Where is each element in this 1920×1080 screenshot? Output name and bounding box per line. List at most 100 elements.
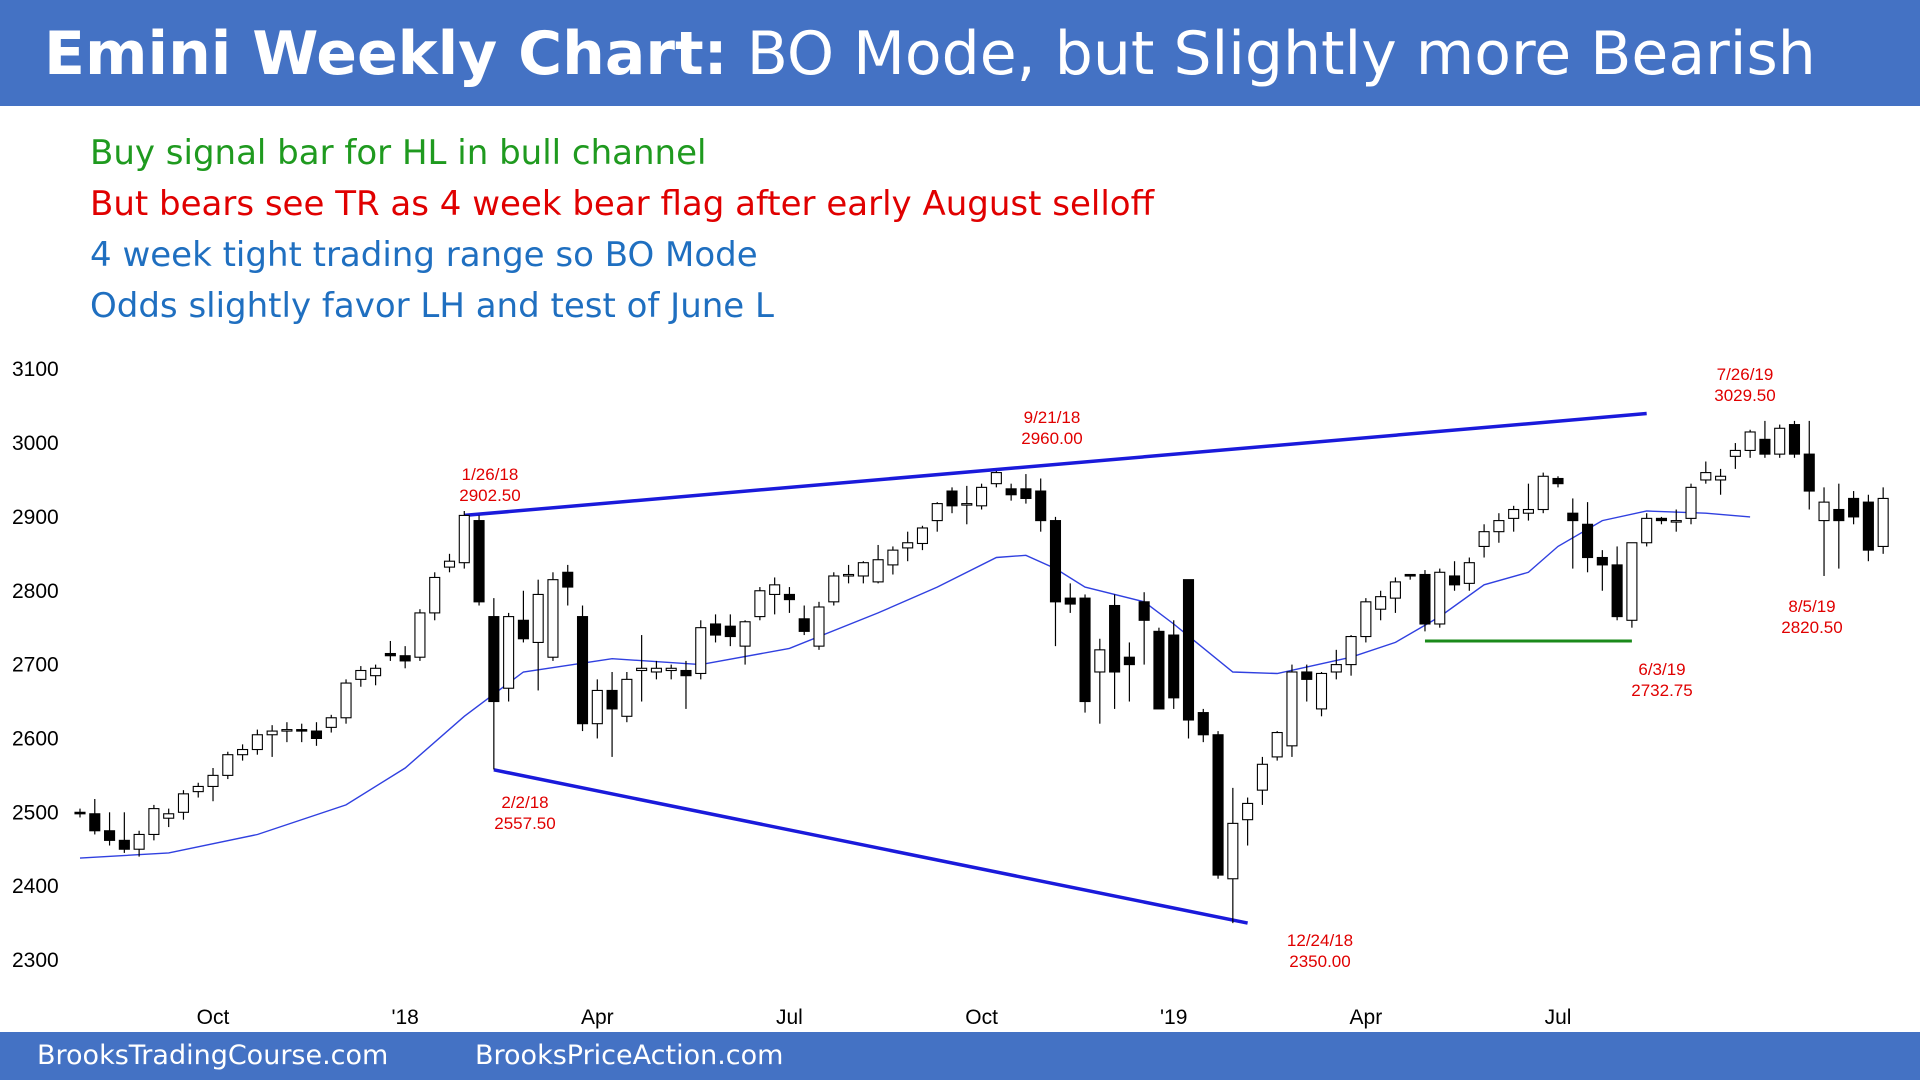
price-annotation: 6/3/19 2732.75 [1631, 660, 1692, 700]
bull-candle-body [222, 754, 234, 776]
candle [1700, 461, 1712, 484]
candle [1301, 664, 1313, 702]
bull-candle-body [1271, 731, 1283, 758]
candle [946, 487, 958, 514]
annotation-date: 8/5/19 [1788, 597, 1835, 616]
support-trendline [493, 768, 1248, 925]
candle [1404, 573, 1416, 580]
bear-candle-body [517, 619, 529, 640]
annotation-price: 2820.50 [1781, 618, 1842, 637]
bull-candle-body [1774, 427, 1786, 455]
bull-candle-body [1286, 671, 1298, 747]
price-annotation: 7/26/19 3029.50 [1714, 365, 1775, 405]
bear-candle-body [1611, 564, 1623, 618]
annotation-price: 2902.50 [459, 486, 520, 505]
candle [488, 598, 500, 770]
annotation-price: 2350.00 [1289, 952, 1350, 971]
candle [118, 812, 130, 853]
bull-candle-body [1626, 542, 1638, 621]
candle [1788, 420, 1801, 458]
candle [473, 515, 485, 606]
candle [1641, 513, 1653, 547]
candle [813, 601, 825, 650]
bear-candle-body [798, 618, 810, 632]
candle [1064, 583, 1076, 613]
candle [1774, 424, 1786, 458]
candle [1522, 483, 1534, 521]
candle [443, 553, 456, 573]
footer-bar: BrooksTradingCourse.com BrooksPriceActio… [0, 1032, 1920, 1080]
y-tick-label: 3100 [12, 358, 59, 381]
bull-candle-body [370, 667, 382, 677]
candle [89, 799, 101, 835]
weekly-candlestick-chart: 2300 2400 2500 2600 2700 2800 2900 3000 3100 Oct… [12, 358, 1889, 1029]
candle [695, 620, 707, 680]
candle [340, 679, 352, 724]
candle [1212, 731, 1224, 879]
bull-candle-body [621, 678, 633, 717]
x-tick-label: '19 [1160, 1006, 1187, 1029]
candle [798, 605, 810, 636]
candle [1567, 498, 1579, 569]
bull-candle-body [1242, 802, 1254, 821]
bull-candle-body [1375, 596, 1387, 610]
candle [1552, 476, 1564, 488]
candle [458, 510, 470, 569]
bull-candle-body [266, 730, 278, 736]
bear-candle-body [1655, 517, 1668, 522]
bull-candle-body [1744, 431, 1756, 451]
bull-candle-body [532, 593, 544, 643]
candle [1079, 594, 1091, 713]
candle [1759, 420, 1771, 458]
x-tick-label: Jul [776, 1006, 803, 1029]
bear-candle-body [1182, 579, 1195, 721]
candle [177, 790, 190, 820]
candle [325, 714, 337, 733]
annotation-price: 3029.50 [1714, 386, 1775, 405]
candle [709, 614, 722, 643]
bear-candle-body [1833, 508, 1845, 522]
bull-candle-body [1315, 672, 1328, 710]
bull-candle-body [916, 527, 929, 545]
bull-candle-body [429, 576, 441, 614]
bull-candle-body [650, 667, 662, 673]
candle [1685, 483, 1697, 525]
bull-candle-body [355, 669, 367, 680]
candle [1744, 429, 1756, 458]
bull-candle-body [148, 808, 160, 836]
bull-candle-body [1700, 472, 1712, 481]
candle [1434, 568, 1446, 628]
candle [1419, 570, 1431, 632]
resistance-trendline [464, 411, 1647, 518]
bull-candle-body [1641, 517, 1653, 544]
bull-candle-body [1685, 486, 1697, 519]
candle [1448, 561, 1461, 591]
bull-candle-body [591, 689, 603, 725]
candle [902, 531, 914, 562]
candle [916, 525, 929, 551]
candle [828, 572, 840, 606]
candle [1271, 731, 1283, 761]
bear-candle-body [783, 593, 795, 601]
candle [399, 646, 411, 669]
bull-candle-body [769, 584, 781, 595]
footer-link-brookstradingcourse[interactable]: BrooksTradingCourse.com [37, 1040, 389, 1071]
candle [163, 808, 175, 828]
candle [636, 635, 648, 702]
footer-link-brookspriceaction[interactable]: BrooksPriceAction.com [475, 1040, 784, 1071]
bear-candle-body [724, 625, 736, 638]
price-annotation: 12/24/18 2350.00 [1287, 931, 1353, 971]
bear-candle-body [1788, 424, 1801, 455]
bull-candle-body [1463, 562, 1475, 584]
annotation-date: 2/2/18 [501, 793, 548, 812]
title-bar: Emini Weekly Chart: BO Mode, but Slightl… [0, 0, 1920, 106]
note-line: Odds slightly favor LH and test of June … [90, 286, 774, 326]
candle [1596, 550, 1608, 591]
candle [296, 723, 308, 743]
bear-candle-body [104, 830, 116, 841]
x-tick-label: Oct [965, 1006, 998, 1029]
bear-candle-body [473, 520, 485, 603]
candle [1478, 524, 1490, 558]
candle [1803, 420, 1815, 510]
candle [429, 572, 441, 621]
